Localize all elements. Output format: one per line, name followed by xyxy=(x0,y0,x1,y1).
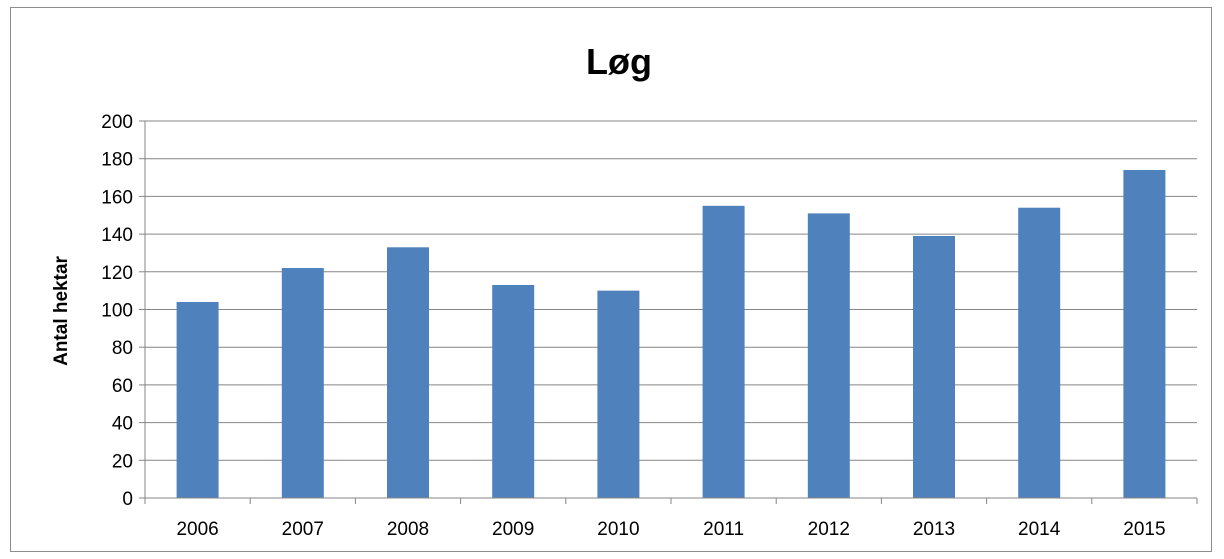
y-tick-label-160: 160 xyxy=(101,187,133,208)
bars xyxy=(176,170,1166,499)
y-tick-label-140: 140 xyxy=(101,225,133,246)
bar-2009 xyxy=(492,284,535,498)
bar-2007 xyxy=(281,268,324,498)
x-tick-label-2010: 2010 xyxy=(597,519,639,540)
x-tick-label-2009: 2009 xyxy=(492,519,534,540)
bar-2008 xyxy=(387,247,429,498)
bar-2010 xyxy=(597,290,640,498)
y-tick-label-120: 120 xyxy=(101,263,133,284)
bar-2014 xyxy=(1018,207,1061,498)
x-tick-label-2014: 2014 xyxy=(1018,519,1061,540)
chart-frame: Løg Antal hektar 0 20 40 60 80 100 120 140 160 18… xyxy=(10,7,1212,552)
bar-2012 xyxy=(807,213,850,499)
y-axis-label: Antal hektar xyxy=(51,255,72,365)
y-tick-label-200: 200 xyxy=(101,112,133,133)
chart-title: Løg xyxy=(586,41,652,82)
x-tick-labels: 2006 2007 2008 2009 2010 2011 2012 2013 2014 2015 xyxy=(176,519,1165,540)
x-tick-label-2007: 2007 xyxy=(282,519,324,540)
y-tick-label-60: 60 xyxy=(112,376,133,397)
bar-2015 xyxy=(1123,170,1166,498)
bar-2006 xyxy=(176,301,219,498)
y-tick-label-20: 20 xyxy=(112,451,133,472)
bar-2011 xyxy=(702,205,745,498)
y-tick-label-180: 180 xyxy=(101,150,133,171)
x-tick-label-2015: 2015 xyxy=(1123,519,1165,540)
x-tick-label-2008: 2008 xyxy=(387,519,429,540)
y-tick-label-100: 100 xyxy=(101,301,133,322)
x-tick-label-2006: 2006 xyxy=(176,519,218,540)
y-tick-label-40: 40 xyxy=(112,414,133,435)
x-tick-label-2011: 2011 xyxy=(703,519,744,540)
y-tick-labels: 0 20 40 60 80 100 120 140 160 180 200 xyxy=(101,112,133,510)
x-tick-label-2013: 2013 xyxy=(913,519,955,540)
x-tick-label-2012: 2012 xyxy=(808,519,850,540)
y-tick-label-80: 80 xyxy=(112,338,133,359)
axes xyxy=(139,120,1198,504)
y-tick-label-0: 0 xyxy=(122,489,133,510)
bar-2013 xyxy=(913,235,955,499)
